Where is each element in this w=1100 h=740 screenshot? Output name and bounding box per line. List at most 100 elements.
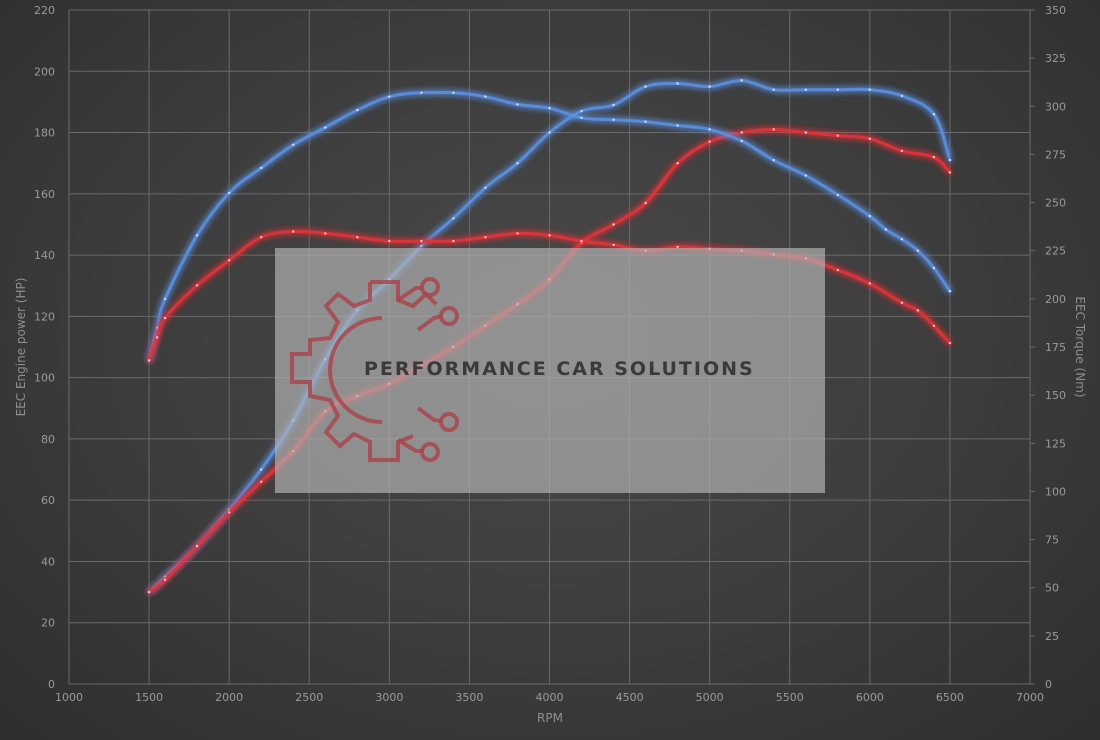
series-1-point-25 xyxy=(932,155,936,159)
series-0-point-25 xyxy=(932,113,936,116)
series-2 xyxy=(147,90,952,362)
watermark-text: PERFORMANCE CAR SOLUTIONS xyxy=(364,358,755,380)
series-0-point-26 xyxy=(948,158,952,162)
series-2-point-14 xyxy=(548,107,551,110)
series-3-point-8 xyxy=(356,236,359,239)
x-axis-ticks: 1000 1500 2000 2500 3000 3500 4000 4500 5000 5500… xyxy=(55,691,1044,704)
series-1-point-22 xyxy=(836,134,839,137)
x-tick-label-8: 5000 xyxy=(696,691,724,704)
right-tick-label-3: 75 xyxy=(1045,534,1059,547)
series-2-point-12 xyxy=(484,95,487,98)
series-1-point-16 xyxy=(644,201,647,205)
left-tick-label-8: 160 xyxy=(34,188,55,201)
series-2-point-8 xyxy=(356,108,359,112)
gear-circuit-logo-icon xyxy=(290,277,459,462)
series-2-point-3 xyxy=(195,234,199,237)
right-tick-label-5: 125 xyxy=(1045,437,1066,450)
right-axis-ticks: 0 25 50 75 100 125 150 175 200 225 250 275 300 325 350 xyxy=(1045,4,1066,691)
x-tick-label-7: 4500 xyxy=(616,691,644,704)
x-tick-label-10: 6000 xyxy=(856,691,884,704)
right-axis-title: EEC Torque (Nm) xyxy=(1073,296,1087,397)
series-2-point-24 xyxy=(868,214,871,218)
series-3-point-25 xyxy=(900,301,904,304)
series-1-point-21 xyxy=(804,131,807,134)
left-tick-label-11: 220 xyxy=(34,4,55,17)
series-1-point-20 xyxy=(772,128,775,131)
series-1-point-3 xyxy=(228,511,231,514)
series-2-point-28 xyxy=(932,266,936,270)
series-3-point-16 xyxy=(612,243,615,247)
right-tick-label-7: 175 xyxy=(1045,341,1066,354)
right-tick-label-1: 25 xyxy=(1045,630,1059,643)
left-tick-label-0: 0 xyxy=(48,678,55,691)
series-1-point-18 xyxy=(708,140,711,143)
series-2-point-11 xyxy=(452,91,455,95)
series-2-point-19 xyxy=(708,128,711,131)
left-tick-label-10: 200 xyxy=(34,65,55,78)
x-tick-label-1: 1500 xyxy=(135,691,163,704)
x-tick-label-12: 7000 xyxy=(1016,691,1044,704)
series-2-point-13 xyxy=(516,103,519,106)
watermark: PERFORMANCE CAR SOLUTIONS xyxy=(275,248,825,493)
series-2-point-4 xyxy=(228,191,231,195)
series-3-point-2 xyxy=(163,316,167,320)
series-1-point-23 xyxy=(868,137,871,140)
series-3-point-1 xyxy=(155,336,159,339)
series-0-point-19 xyxy=(740,79,743,82)
series-2-point-10 xyxy=(420,91,423,95)
series-2-point-23 xyxy=(836,193,839,197)
right-tick-label-13: 325 xyxy=(1045,52,1066,65)
series-1-point-24 xyxy=(900,149,904,153)
series-line-2 xyxy=(147,90,952,362)
series-0-point-11 xyxy=(484,186,487,189)
series-2-point-20 xyxy=(740,139,743,143)
series-3-point-4 xyxy=(228,259,231,262)
series-0-point-12 xyxy=(516,162,519,165)
series-1-point-19 xyxy=(740,131,743,134)
series-0-point-16 xyxy=(644,85,647,88)
left-axis-ticks: 0 20 40 60 80 100 120 140 160 180 200 220 xyxy=(34,4,55,691)
series-3-point-10 xyxy=(420,239,423,243)
right-tick-label-14: 350 xyxy=(1045,4,1066,17)
left-tick-label-2: 40 xyxy=(41,555,55,568)
right-tick-label-2: 50 xyxy=(1045,582,1059,595)
series-2-point-17 xyxy=(644,120,647,123)
series-0-point-22 xyxy=(836,88,839,91)
series-2-point-1 xyxy=(155,326,159,329)
series-3-point-15 xyxy=(580,239,583,243)
x-tick-label-4: 3000 xyxy=(375,691,403,704)
series-3-point-0 xyxy=(147,359,151,362)
right-tick-label-0: 0 xyxy=(1045,678,1052,691)
series-0-point-20 xyxy=(772,88,775,91)
right-tick-label-8: 200 xyxy=(1045,293,1066,306)
left-tick-label-6: 120 xyxy=(34,310,55,323)
series-1-point-4 xyxy=(260,480,263,483)
left-tick-label-7: 140 xyxy=(34,249,55,262)
series-2-point-27 xyxy=(916,249,920,252)
x-tick-label-11: 6500 xyxy=(936,691,964,704)
series-2-point-7 xyxy=(324,126,327,129)
series-1-point-15 xyxy=(612,223,615,226)
left-axis-title: EEC Engine power (HP) xyxy=(14,278,28,417)
x-axis-title: RPM xyxy=(537,711,563,725)
series-0-point-23 xyxy=(868,88,871,91)
series-0-point-17 xyxy=(676,82,679,85)
x-tick-label-3: 2500 xyxy=(295,691,323,704)
series-3-point-9 xyxy=(388,239,391,243)
x-tick-label-9: 5500 xyxy=(776,691,804,704)
series-2-point-5 xyxy=(260,166,263,170)
left-tick-label-1: 20 xyxy=(41,617,55,630)
series-3-point-12 xyxy=(484,236,487,239)
x-tick-label-5: 3500 xyxy=(455,691,483,704)
right-tick-label-4: 100 xyxy=(1045,485,1066,498)
series-2-point-29 xyxy=(948,290,952,293)
series-3-point-5 xyxy=(260,236,263,239)
left-tick-label-9: 180 xyxy=(34,127,55,140)
series-2-point-22 xyxy=(804,174,807,177)
series-3-point-27 xyxy=(932,324,936,327)
left-tick-label-4: 80 xyxy=(41,433,55,446)
series-3-point-3 xyxy=(195,284,199,287)
series-3-point-11 xyxy=(452,239,455,243)
series-1-point-17 xyxy=(676,162,679,165)
